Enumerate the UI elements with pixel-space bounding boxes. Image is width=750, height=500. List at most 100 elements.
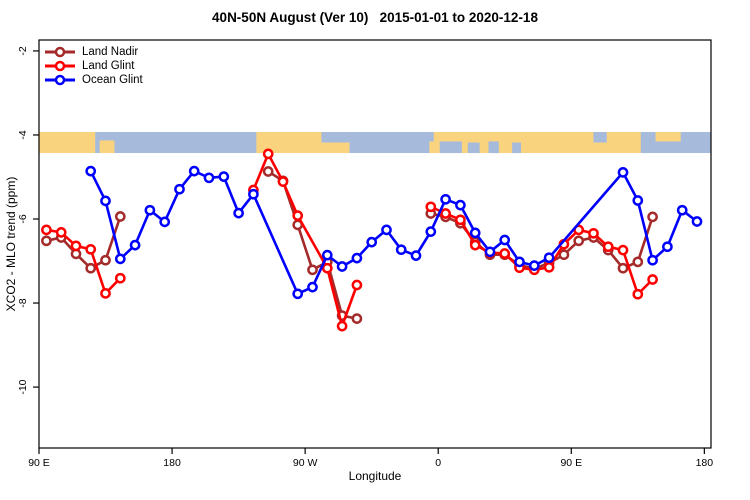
data-point-marker	[336, 320, 348, 332]
map-band-land	[39, 132, 96, 154]
data-point-marker	[455, 199, 466, 211]
data-point-marker	[218, 171, 230, 182]
legend-label-ocean-glint: Ocean Glint	[82, 74, 143, 86]
data-point-marker	[499, 234, 511, 246]
data-point-marker	[647, 211, 658, 223]
data-point-marker	[351, 279, 363, 291]
data-point-marker	[588, 227, 599, 239]
data-point-marker	[70, 240, 82, 252]
map-band-water-patch	[424, 132, 434, 142]
plot-box	[38, 39, 712, 449]
series-line	[252, 152, 359, 328]
x-axis-label: Longitude	[348, 469, 402, 483]
data-point-marker	[100, 195, 111, 207]
data-point-marker	[381, 224, 392, 236]
data-point-marker	[440, 193, 451, 205]
data-point-marker	[321, 249, 333, 261]
x-tick-label: 90 E	[28, 457, 50, 469]
map-band-land	[99, 140, 115, 154]
data-point-marker	[85, 243, 97, 255]
data-point-marker	[617, 167, 629, 178]
series-line	[89, 169, 698, 296]
data-point-marker	[262, 148, 274, 160]
data-point-marker	[321, 262, 333, 274]
y-tick-label: -6	[17, 214, 29, 223]
data-point-marker	[351, 252, 363, 264]
data-point-marker	[233, 207, 244, 219]
data-point-marker	[100, 288, 111, 299]
data-point-marker	[351, 313, 363, 324]
data-point-marker	[174, 183, 185, 195]
x-tick-label: 0	[435, 457, 441, 469]
data-point-marker	[100, 254, 111, 266]
data-point-marker	[307, 264, 318, 276]
data-point-marker	[425, 201, 437, 213]
data-point-marker	[114, 211, 126, 222]
data-point-marker	[647, 254, 658, 266]
data-point-marker	[144, 204, 156, 216]
data-point-marker	[602, 241, 614, 253]
legend-item-land-glint: Land Glint	[44, 59, 143, 73]
data-point-marker	[514, 256, 525, 268]
data-point-marker	[499, 248, 511, 259]
data-point-marker	[366, 236, 378, 248]
legend: Land Nadir Land Glint Ocean Glint	[44, 45, 143, 87]
data-point-marker	[691, 216, 703, 227]
data-point-marker	[85, 165, 97, 177]
data-point-marker	[292, 288, 304, 300]
data-point-marker	[85, 262, 97, 274]
data-point-marker	[632, 288, 644, 300]
data-point-marker	[248, 188, 259, 200]
data-point-marker	[41, 224, 52, 236]
y-tick-label: -4	[17, 130, 29, 139]
data-point-marker	[455, 214, 466, 226]
map-band-water-patch	[321, 132, 350, 143]
y-axis-label: XCO2 - MLO trend (ppm)	[4, 176, 18, 312]
data-point-marker	[41, 235, 52, 247]
map-band-water-patch	[512, 142, 522, 154]
x-tick-label: 90 E	[560, 457, 582, 469]
x-tick-label: 180	[163, 457, 181, 469]
map-band-water-patch	[467, 142, 480, 154]
series-ocean-glint	[85, 165, 703, 300]
data-point-marker	[114, 253, 126, 265]
data-point-marker	[188, 165, 200, 177]
land-nadir-line-marker-icon	[45, 46, 75, 58]
map-band-water-patch	[439, 141, 462, 154]
data-point-marker	[543, 252, 555, 264]
legend-item-ocean-glint: Ocean Glint	[44, 73, 143, 87]
data-point-marker	[632, 195, 644, 206]
data-point-marker	[307, 281, 318, 293]
data-point-marker	[114, 272, 126, 284]
legend-label-land-glint: Land Glint	[82, 60, 135, 72]
data-point-marker	[469, 239, 481, 251]
data-point-marker	[528, 260, 540, 271]
y-tick-label: -8	[17, 298, 29, 307]
legend-item-land-nadir: Land Nadir	[44, 45, 143, 59]
data-point-marker	[262, 166, 274, 177]
data-point-marker	[647, 274, 658, 285]
data-point-marker	[617, 244, 629, 256]
map-band-water-patch	[488, 141, 499, 154]
series-line	[267, 170, 358, 320]
y-tick-label: -10	[17, 379, 29, 394]
x-tick-label: 90 W	[293, 457, 318, 469]
data-point-marker	[203, 172, 215, 184]
data-point-marker	[292, 210, 304, 221]
data-point-marker	[632, 256, 644, 268]
data-point-marker	[617, 262, 629, 274]
data-point-marker	[410, 250, 422, 261]
data-point-marker	[55, 227, 67, 238]
data-point-marker	[484, 246, 496, 258]
y-tick-label: -2	[17, 46, 29, 55]
data-point-marker	[573, 235, 585, 247]
chart-title: 40N-50N August (Ver 10) 2015-01-01 to 20…	[212, 10, 538, 25]
map-band-water-patch	[593, 132, 607, 143]
data-point-marker	[159, 216, 171, 228]
map-band-land	[655, 132, 681, 142]
data-point-marker	[543, 261, 555, 273]
map-band-land	[429, 132, 641, 154]
data-point-marker	[662, 241, 673, 253]
